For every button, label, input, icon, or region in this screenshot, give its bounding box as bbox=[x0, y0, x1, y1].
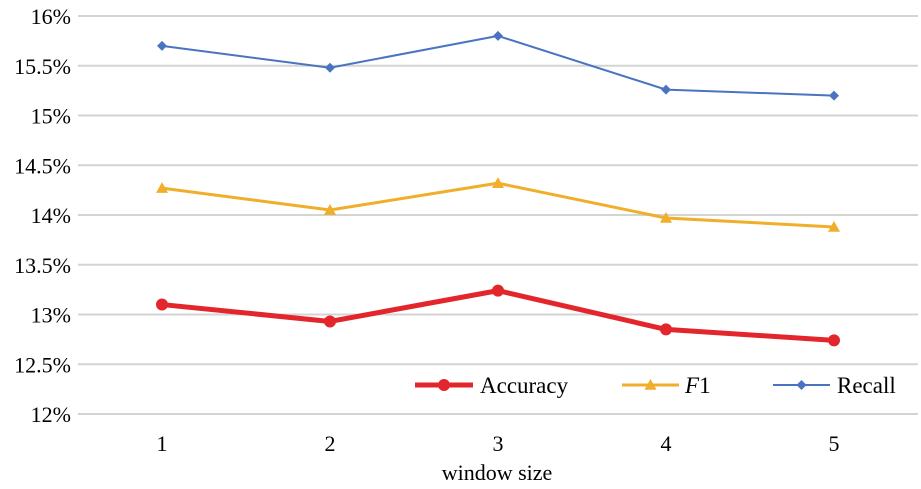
f1-point bbox=[660, 211, 672, 223]
accuracy-point bbox=[492, 284, 504, 297]
legend-label-suffix: 1 bbox=[699, 373, 711, 398]
f1-point bbox=[828, 220, 840, 232]
legend-label-main: Accuracy bbox=[480, 373, 569, 398]
series-accuracy bbox=[156, 284, 840, 347]
accuracy-point bbox=[828, 334, 840, 347]
accuracy-point bbox=[156, 298, 168, 311]
f1-line bbox=[161, 181, 835, 229]
x-axis-tick-labels: 1 2 3 4 5 bbox=[157, 431, 840, 456]
y-tick-label: 14.5% bbox=[14, 153, 71, 178]
y-tick-label: 12% bbox=[31, 402, 71, 427]
f1-point bbox=[324, 204, 336, 215]
f1-point bbox=[156, 182, 168, 193]
legend-label-accuracy: Accuracy bbox=[480, 373, 569, 398]
f1-point bbox=[492, 177, 504, 188]
recall-point bbox=[325, 62, 335, 73]
x-tick-label: 1 bbox=[157, 431, 168, 456]
recall-point bbox=[661, 84, 671, 95]
legend-label-main: Recall bbox=[837, 373, 896, 398]
gridlines bbox=[78, 15, 918, 415]
series-group bbox=[156, 30, 840, 347]
y-tick-label: 13% bbox=[31, 303, 71, 328]
y-tick-label: 14% bbox=[31, 203, 71, 228]
legend-label-main: F bbox=[684, 373, 700, 398]
legend: Accuracy F1 Recall bbox=[415, 373, 896, 398]
x-axis-label: window size bbox=[442, 460, 553, 485]
x-tick-label: 2 bbox=[325, 431, 336, 456]
recall-point bbox=[493, 30, 503, 41]
legend-item-f1: F1 bbox=[622, 373, 711, 398]
y-tick-label: 12.5% bbox=[14, 352, 71, 377]
x-tick-label: 3 bbox=[493, 431, 504, 456]
series-recall bbox=[157, 30, 839, 101]
legend-label-f1: F1 bbox=[684, 373, 711, 398]
legend-swatch-marker bbox=[438, 379, 450, 391]
y-tick-label: 15.5% bbox=[14, 54, 71, 79]
y-tick-label: 13.5% bbox=[14, 253, 71, 278]
y-axis-tick-labels: 12% 12.5% 13% 13.5% 14% 14.5% 15% 15.5% 16% bbox=[14, 4, 71, 427]
accuracy-point bbox=[324, 315, 336, 328]
y-tick-label: 16% bbox=[31, 4, 71, 29]
recall-point bbox=[829, 90, 839, 101]
legend-item-accuracy: Accuracy bbox=[415, 373, 569, 398]
legend-swatch-marker bbox=[796, 380, 807, 390]
series-f1 bbox=[156, 177, 840, 232]
y-tick-label: 15% bbox=[31, 104, 71, 129]
legend-label-recall: Recall bbox=[837, 373, 896, 398]
x-tick-label: 4 bbox=[661, 431, 672, 456]
recall-point bbox=[157, 40, 167, 51]
accuracy-point bbox=[660, 323, 672, 336]
x-tick-label: 5 bbox=[829, 431, 840, 456]
legend-item-recall: Recall bbox=[773, 373, 896, 398]
legend-swatch-marker bbox=[644, 379, 657, 390]
